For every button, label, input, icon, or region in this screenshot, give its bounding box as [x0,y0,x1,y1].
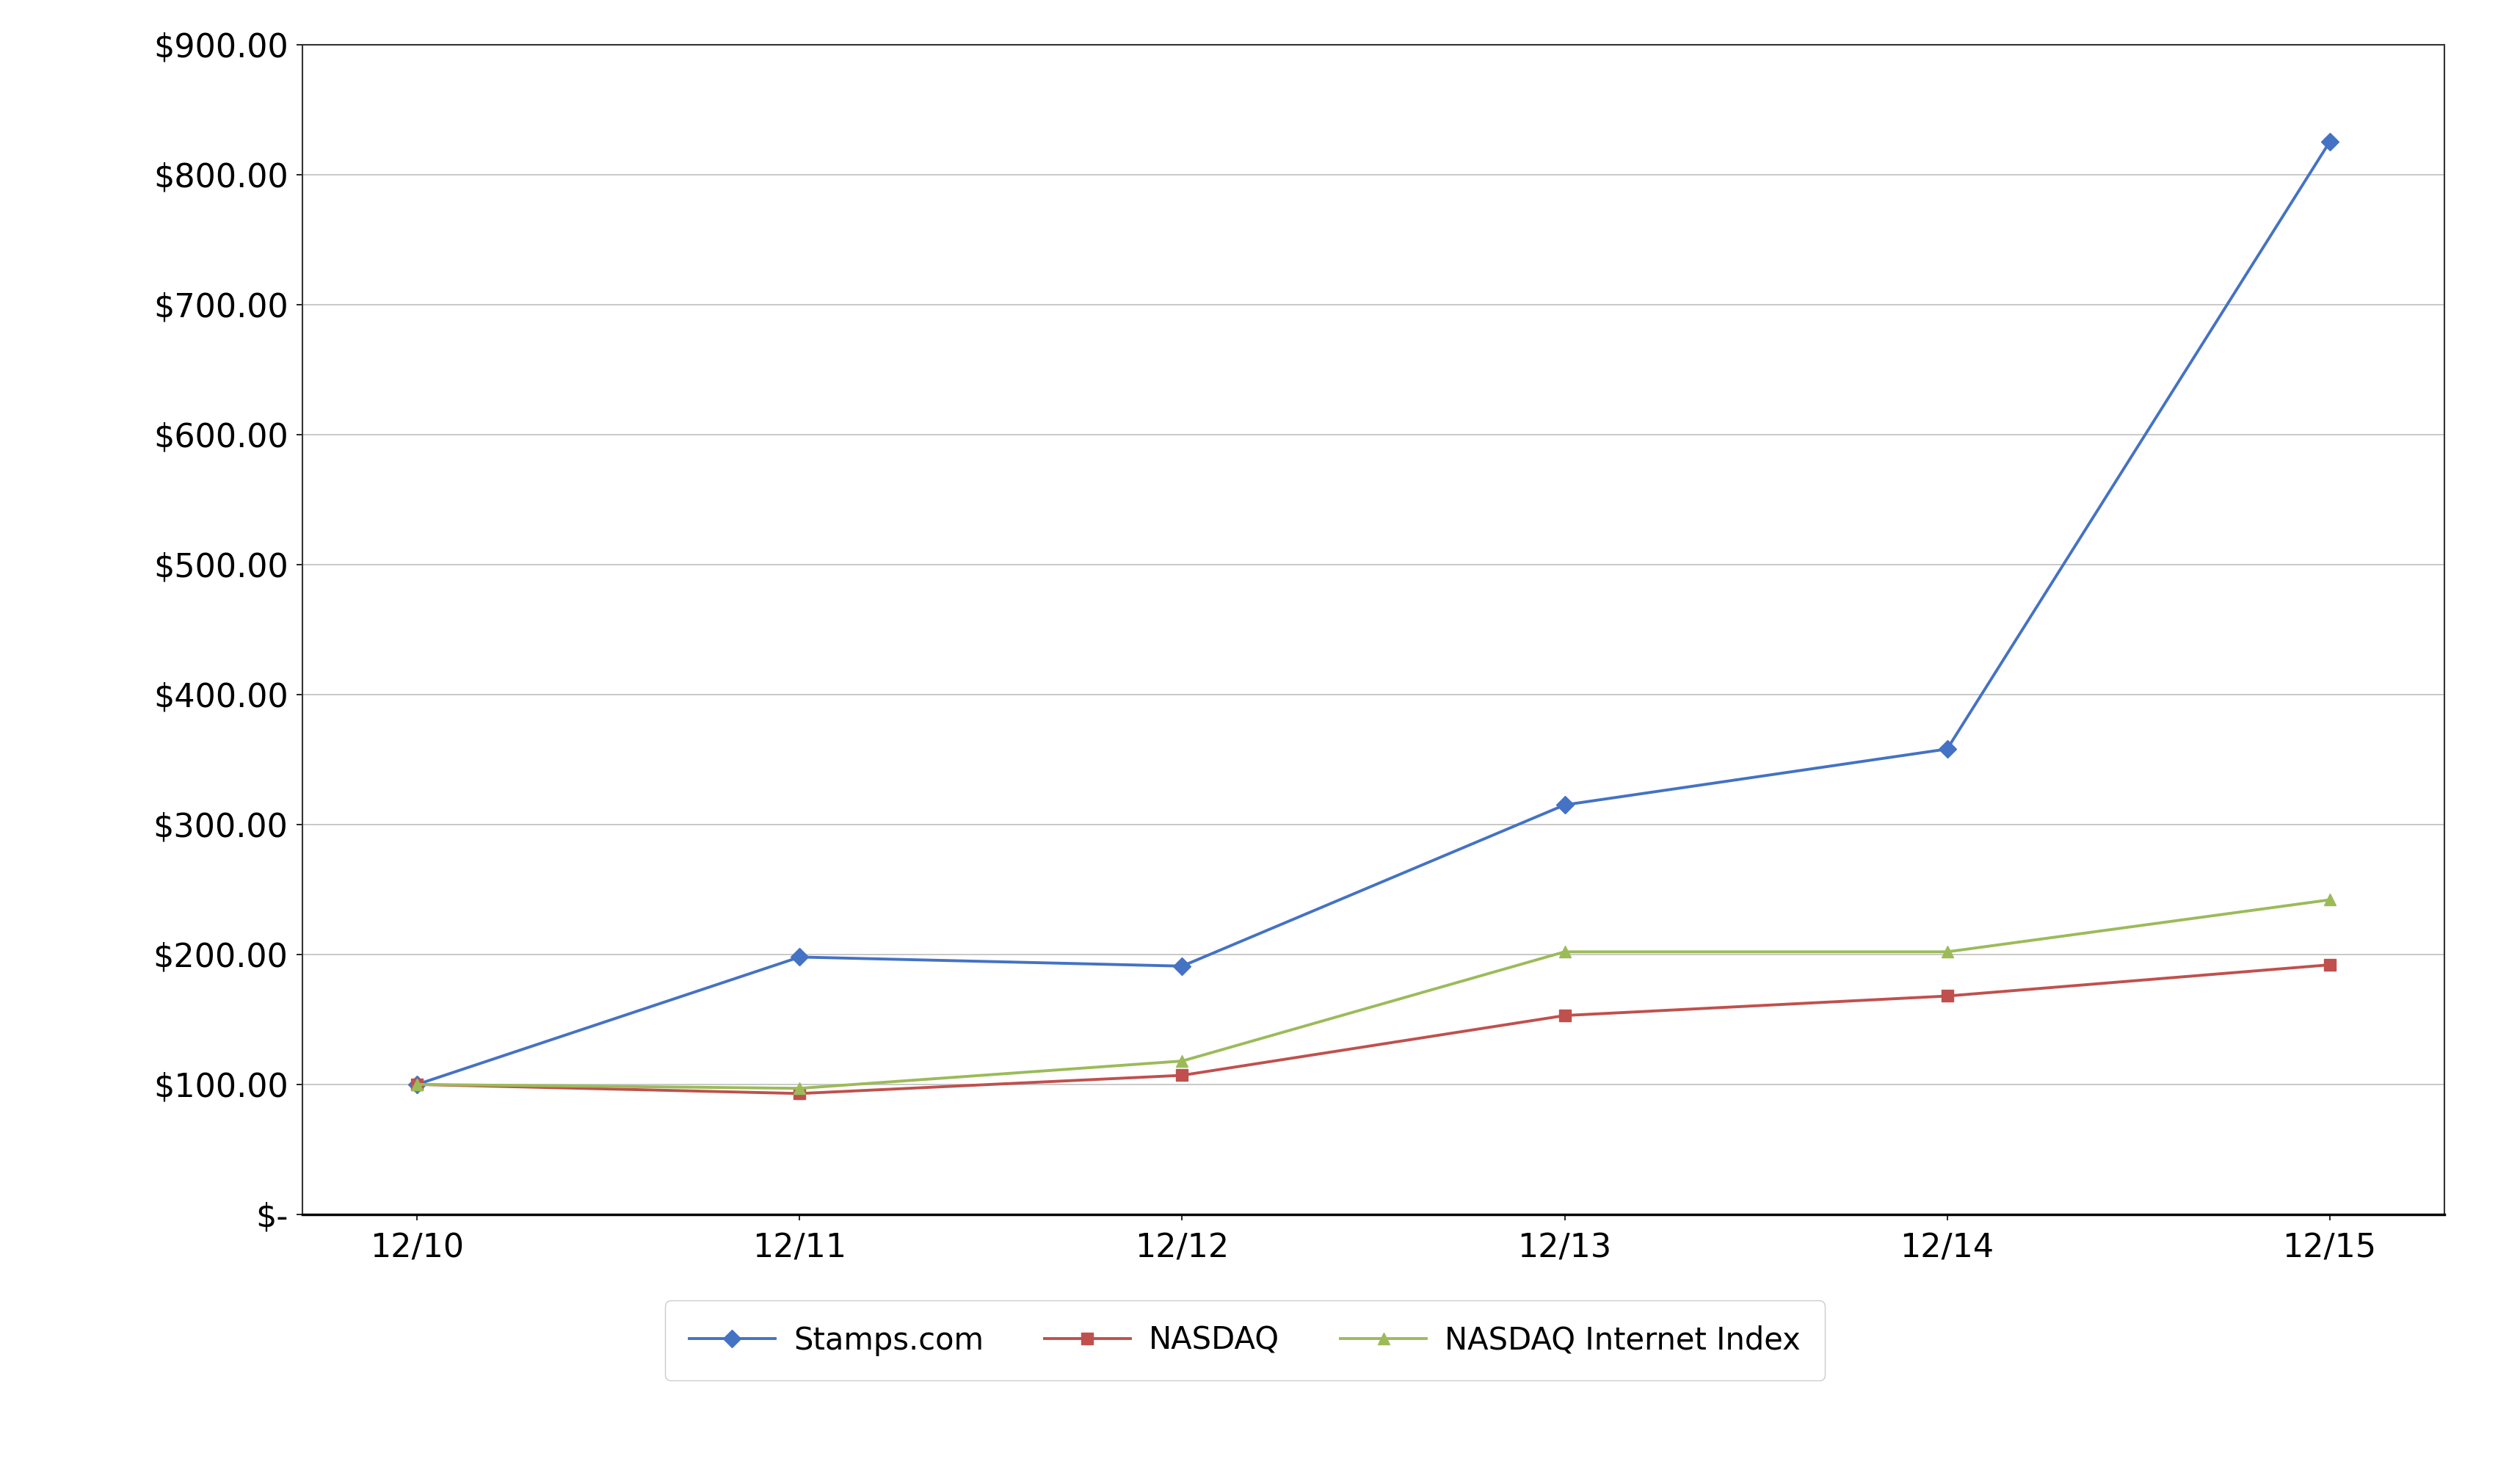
Legend: Stamps.com, NASDAQ, NASDAQ Internet Index: Stamps.com, NASDAQ, NASDAQ Internet Inde… [665,1300,1824,1380]
NASDAQ [403,1075,433,1093]
NASDAQ [1550,1007,1580,1025]
NASDAQ Internet Index [403,1075,433,1093]
Stamps.com [403,1075,433,1093]
Stamps.com [2313,133,2344,151]
NASDAQ Internet Index [1933,943,1963,961]
Line: Stamps.com: Stamps.com [411,136,2336,1090]
NASDAQ [784,1084,814,1102]
NASDAQ [1167,1066,1197,1084]
NASDAQ Internet Index [1550,943,1580,961]
NASDAQ Internet Index [784,1080,814,1097]
NASDAQ Internet Index [1167,1052,1197,1069]
Stamps.com [784,948,814,966]
NASDAQ [2313,955,2344,973]
Line: NASDAQ Internet Index: NASDAQ Internet Index [411,893,2336,1094]
Line: NASDAQ: NASDAQ [411,958,2336,1099]
Stamps.com [1167,957,1197,974]
NASDAQ [1933,988,1963,1006]
NASDAQ Internet Index [2313,892,2344,909]
Stamps.com [1550,797,1580,815]
Stamps.com [1933,740,1963,758]
